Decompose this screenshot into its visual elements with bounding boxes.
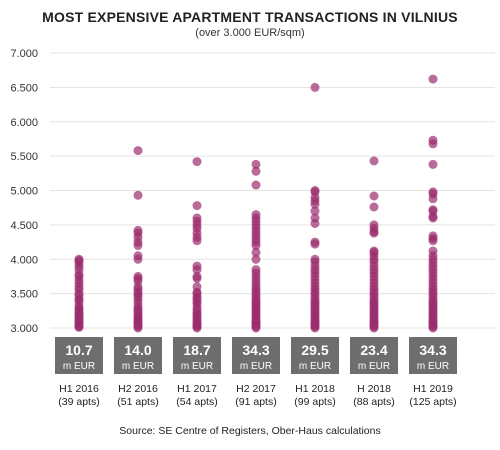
apartment-count: (54 apts) bbox=[176, 396, 217, 408]
y-tick-label: 3.000 bbox=[10, 323, 38, 335]
apartment-count: (99 apts) bbox=[294, 396, 335, 408]
period-label: H 2018 bbox=[357, 383, 391, 395]
data-point bbox=[251, 180, 261, 190]
apartment-count: (51 apts) bbox=[117, 396, 158, 408]
total-unit: m EUR bbox=[299, 361, 331, 372]
data-point bbox=[369, 323, 379, 333]
data-point bbox=[369, 191, 379, 201]
data-point bbox=[133, 254, 143, 264]
period-label: H1 2018 bbox=[295, 383, 335, 395]
total-unit: m EUR bbox=[122, 361, 154, 372]
data-point bbox=[251, 323, 261, 333]
y-tick-label: 5.000 bbox=[10, 186, 38, 198]
data-point bbox=[369, 228, 379, 238]
data-point bbox=[192, 201, 202, 211]
total-box bbox=[173, 337, 221, 374]
y-tick-label: 7.000 bbox=[10, 48, 38, 60]
total-box bbox=[409, 337, 457, 374]
data-point bbox=[428, 323, 438, 333]
apartment-count: (125 apts) bbox=[409, 396, 456, 408]
total-value: 10.7 bbox=[65, 342, 92, 358]
y-tick-label: 4.500 bbox=[10, 220, 38, 232]
data-point bbox=[310, 239, 320, 249]
period-label: H2 2016 bbox=[118, 383, 158, 395]
total-unit: m EUR bbox=[63, 361, 95, 372]
data-point bbox=[310, 323, 320, 333]
period-label: H2 2017 bbox=[236, 383, 276, 395]
data-point bbox=[310, 206, 320, 216]
data-point bbox=[133, 190, 143, 200]
period-label: H1 2019 bbox=[413, 383, 453, 395]
total-unit: m EUR bbox=[181, 361, 213, 372]
data-point bbox=[192, 274, 202, 283]
total-value: 18.7 bbox=[183, 342, 210, 358]
period-label: H1 2016 bbox=[59, 383, 99, 395]
y-tick-label: 6.500 bbox=[10, 82, 38, 94]
data-point bbox=[251, 241, 261, 250]
total-box bbox=[350, 337, 398, 374]
total-unit: m EUR bbox=[358, 361, 390, 372]
chart-title: MOST EXPENSIVE APARTMENT TRANSACTIONS IN… bbox=[42, 9, 458, 25]
data-point bbox=[133, 146, 143, 156]
y-tick-label: 4.000 bbox=[10, 254, 38, 266]
data-point bbox=[74, 322, 84, 332]
y-tick-label: 5.500 bbox=[10, 151, 38, 163]
total-box bbox=[291, 337, 339, 374]
data-point bbox=[251, 166, 261, 176]
data-point bbox=[428, 213, 438, 223]
total-value: 14.0 bbox=[124, 342, 151, 358]
data-point bbox=[251, 159, 261, 169]
total-box bbox=[55, 337, 103, 374]
data-point bbox=[251, 247, 261, 257]
data-point bbox=[369, 156, 379, 166]
data-point bbox=[428, 159, 438, 169]
y-tick-label: 3.500 bbox=[10, 289, 38, 301]
data-point bbox=[428, 139, 438, 149]
total-value: 29.5 bbox=[301, 342, 328, 358]
data-point bbox=[310, 199, 320, 209]
y-tick-label: 6.000 bbox=[10, 117, 38, 129]
data-point bbox=[369, 202, 379, 212]
chart-subtitle: (over 3.000 EUR/sqm) bbox=[195, 27, 305, 39]
data-point bbox=[310, 82, 320, 92]
apartment-count: (88 apts) bbox=[353, 396, 394, 408]
total-unit: m EUR bbox=[240, 361, 272, 372]
data-point bbox=[192, 236, 202, 246]
total-value: 34.3 bbox=[242, 342, 269, 358]
period-label: H1 2017 bbox=[177, 383, 217, 395]
data-point bbox=[192, 265, 202, 275]
total-value: 23.4 bbox=[360, 342, 387, 358]
data-point bbox=[428, 194, 438, 204]
data-point bbox=[192, 323, 202, 333]
total-box bbox=[232, 337, 280, 374]
data-point bbox=[428, 74, 438, 84]
data-point bbox=[251, 254, 261, 264]
total-value: 34.3 bbox=[419, 342, 446, 358]
apartment-count: (39 apts) bbox=[58, 396, 99, 408]
source-note: Source: SE Centre of Registers, Ober-Hau… bbox=[119, 425, 381, 437]
apartment-count: (91 apts) bbox=[235, 396, 276, 408]
data-point bbox=[133, 323, 143, 333]
data-point bbox=[192, 157, 202, 167]
data-point bbox=[310, 219, 320, 228]
data-point bbox=[428, 236, 438, 246]
total-unit: m EUR bbox=[417, 361, 449, 372]
data-point bbox=[133, 241, 143, 250]
total-box bbox=[114, 337, 162, 374]
